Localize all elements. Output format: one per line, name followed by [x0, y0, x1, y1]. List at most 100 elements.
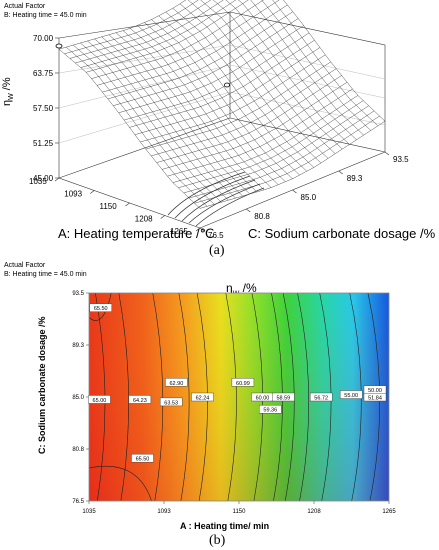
- surface-mesh-line: [261, 0, 371, 131]
- contour-line: [118, 292, 129, 502]
- contour-value-label: 58.59: [272, 392, 295, 402]
- contour-value-label: 59.36: [259, 405, 282, 414]
- z-tick-label: 63.75: [33, 69, 54, 78]
- x-axis-label-b: A : Heating time/ min: [180, 521, 270, 531]
- z-tick-label: 57.50: [33, 104, 54, 113]
- header-a-line1: Actual Factor: [4, 3, 46, 10]
- surface-mesh-line: [118, 25, 304, 113]
- y-axis-label-a: C: Sodium carbonate dosage /%: [248, 226, 436, 241]
- contour-value-label: 62.90: [165, 378, 188, 387]
- surface-mesh-line: [165, 11, 307, 172]
- contour-value-label: 51.84: [363, 392, 387, 402]
- z-tick-label: 70.00: [33, 34, 54, 43]
- contour-value-label: 62.24: [191, 392, 214, 402]
- header-a-line2: B: Heating time = 45.0 min: [4, 12, 87, 19]
- surface-mesh-line: [183, 105, 369, 194]
- y-axis-ticks-b: 76.5 80.8 85.0 89.3 93.5: [72, 291, 89, 505]
- caption-b: (b): [209, 533, 226, 548]
- x-axis-label-a: A: Heating temperature /℃: [58, 226, 215, 241]
- surface-mesh-line: [113, 18, 299, 106]
- surface-mesh-line: [272, 0, 379, 126]
- x-tick-label: 1265: [170, 227, 188, 236]
- contour-lines: [88, 292, 380, 502]
- surface-mesh-line: [187, 0, 329, 159]
- surface-mesh-line: [172, 95, 358, 183]
- x-tick-label: 1208: [135, 215, 153, 224]
- surface-mesh-line: [101, 36, 243, 197]
- x-tick-label: 1093: [64, 190, 82, 199]
- y-tick-label: 85.0: [301, 193, 317, 202]
- x-tick-label-b: 1093: [157, 509, 171, 515]
- contour-value-text: 60.99: [236, 381, 250, 387]
- y-tick-mark: [384, 151, 390, 156]
- x-tick-label-b: 1208: [307, 509, 321, 515]
- contour-value-text: 63.53: [164, 400, 178, 406]
- contour-value-text: 62.24: [196, 396, 210, 402]
- caption-a: (a): [209, 243, 225, 258]
- surface-mesh-line: [200, 0, 336, 154]
- contour-value-text: 65.00: [93, 398, 107, 404]
- x-tick-label-b: 1150: [233, 509, 247, 515]
- surface-mesh-line: [115, 32, 258, 193]
- base-contours: [167, 171, 265, 227]
- contour-value-label: 65.00: [88, 395, 111, 404]
- contour-line: [178, 292, 190, 502]
- y-tick-label: 80.8: [254, 212, 270, 221]
- y-tick-label-b: 85.0: [72, 395, 84, 401]
- surface-mesh-line: [161, 82, 348, 170]
- contour-value-label: 60.99: [231, 378, 255, 387]
- contour-value-label: 65.50: [89, 303, 112, 312]
- y-tick-mark: [199, 227, 205, 232]
- contour-value-text: 62.90: [170, 381, 184, 387]
- x-tick-label: 1150: [100, 202, 118, 211]
- y-tick-mark: [338, 170, 343, 175]
- contour-value-text: 59.36: [263, 408, 277, 414]
- surface-mesh-line: [250, 0, 364, 136]
- surface-mesh-line: [108, 34, 250, 195]
- x-tick-label: 1035: [29, 177, 47, 186]
- z-axis-ticks: 45.00 51.25 57.50 63.75 70.00: [33, 34, 59, 183]
- contour-value-label: 56.72: [309, 392, 333, 402]
- surface-mesh-line: [86, 0, 249, 73]
- contour-plot: 1035 1093 1150 1208 1265 76.5 80.8 85.0 89.3 93.…: [72, 291, 396, 515]
- surface-mesh-line: [283, 0, 386, 122]
- surface-mesh: [58, 0, 386, 209]
- contour-line: [152, 292, 164, 502]
- box-frame: [58, 11, 386, 229]
- surface-mesh-line: [107, 11, 293, 100]
- surface-mesh-line: [130, 28, 272, 188]
- contour-line: [88, 465, 152, 502]
- contour-value-text: 56.72: [314, 396, 328, 402]
- contour-value-text: 65.50: [94, 306, 108, 312]
- contour-value-text: 51.84: [368, 396, 382, 402]
- surface-mesh-line: [212, 0, 343, 150]
- surface-mesh-line: [156, 75, 342, 163]
- surface-mesh-line: [80, 0, 237, 68]
- header-b-line2: B: Heating time = 45.0 min: [4, 271, 87, 278]
- surface-mesh-line: [137, 25, 279, 185]
- y-tick-label-b: 93.5: [72, 291, 84, 297]
- contour-line: [88, 292, 112, 321]
- z-tick-label: 51.25: [33, 139, 54, 148]
- contour-value-label: 55.00: [339, 390, 363, 399]
- contour-value-text: 64.23: [133, 398, 147, 404]
- y-tick-label-b: 80.8: [72, 447, 84, 453]
- surface-mesh-line: [124, 32, 310, 121]
- x-axis-ticks: 1035 1093 1150 1208 1265: [29, 177, 201, 236]
- y-tick-label: 89.3: [347, 174, 363, 183]
- surface-mesh-line: [144, 22, 286, 182]
- contour-value-label: 60.00: [251, 392, 274, 402]
- y-axis-label-b: C: Sodium carbonate dosage /%: [37, 316, 47, 454]
- surface-mesh-line: [158, 15, 300, 176]
- x-tick-mark: [90, 190, 95, 194]
- contour-value-text: 58.59: [276, 396, 290, 402]
- surface-mesh-line: [58, 49, 201, 209]
- surface-mesh-line: [73, 44, 215, 205]
- surface-mesh-line: [64, 0, 199, 55]
- design-point-marker: [224, 82, 230, 88]
- header-b-line1: Actual Factor: [4, 262, 46, 269]
- x-tick-mark: [54, 177, 60, 182]
- x-axis-ticks-b: 1035 1093 1150 1208 1265: [82, 501, 396, 515]
- surface-mesh-line: [151, 19, 293, 179]
- surface-plot: 45.00 51.25 57.50 63.75 70.00 1035 1093 1150 12…: [29, 0, 409, 240]
